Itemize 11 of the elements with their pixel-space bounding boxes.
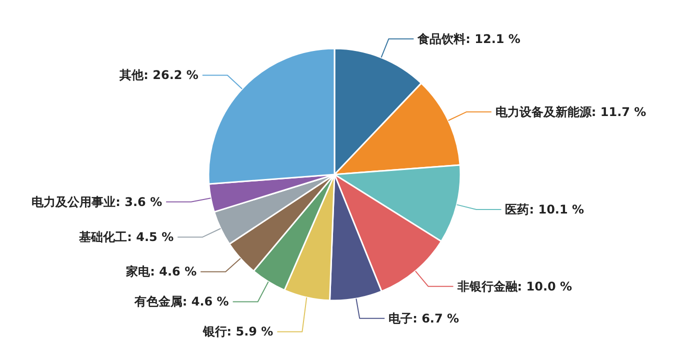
- slice-label: 其他: 26.2 %: [118, 68, 198, 82]
- slice-label: 有色金属: 4.6 %: [133, 294, 229, 309]
- slice-label: 非银行金融: 10.0 %: [456, 279, 572, 294]
- slice-label: 电力设备及新能源: 11.7 %: [495, 104, 646, 119]
- slice-label: 基础化工: 4.5 %: [78, 230, 174, 244]
- slice-label: 医药: 10.1 %: [505, 202, 584, 216]
- slice-label: 电子: 6.7 %: [388, 311, 460, 326]
- slice-label: 食品饮料: 12.1 %: [416, 32, 520, 46]
- slice-label: 家电: 4.6 %: [125, 264, 197, 279]
- slice-label: 银行: 5.9 %: [202, 324, 274, 339]
- slice-label: 电力及公用事业: 3.6 %: [32, 194, 162, 209]
